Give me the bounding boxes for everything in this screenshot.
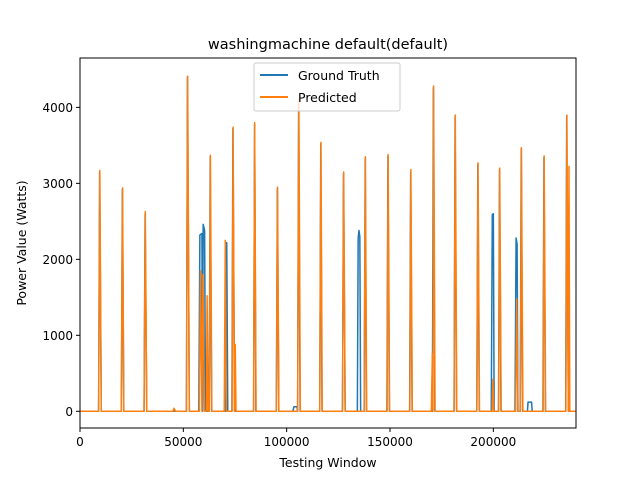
series-line-predicted [80,75,576,413]
y-tick-label: 4000 [42,101,73,115]
legend-label-ground-truth: Ground Truth [298,68,380,83]
legend: Ground Truth Predicted [253,62,401,112]
y-tick-label: 2000 [42,253,73,267]
legend-label-predicted: Predicted [298,90,357,105]
y-tick-label: 0 [65,405,73,419]
series-layer [80,75,576,413]
x-tick-label: 50000 [164,435,202,449]
tick-layer: 0 50000 100000 150000 200000 0 1000 2000 3000 400… [42,101,516,449]
x-tick-label: 200000 [470,435,516,449]
chart-title: washingmachine default(default) [208,37,448,53]
y-tick-label: 3000 [42,177,73,191]
x-axis-label: Testing Window [278,455,376,470]
legend-box [253,62,401,112]
plot-frame [79,57,577,429]
x-tick-label: 100000 [264,435,310,449]
y-axis-label: Power Value (Watts) [14,180,29,305]
y-tick-label: 1000 [42,329,73,343]
x-tick-label: 150000 [367,435,413,449]
x-tick-label: 0 [76,435,84,449]
